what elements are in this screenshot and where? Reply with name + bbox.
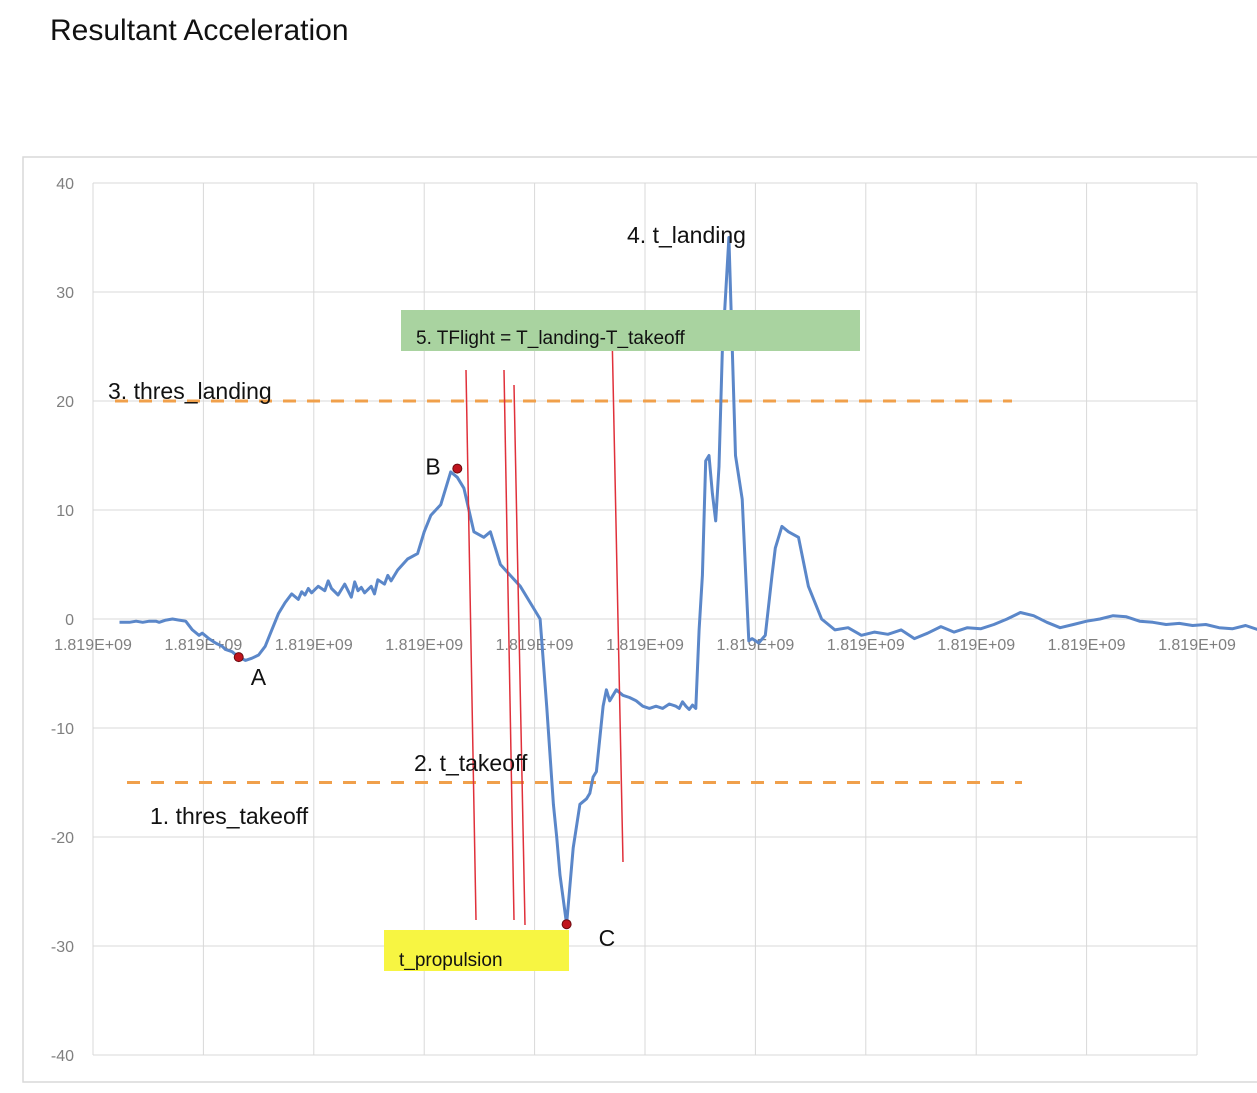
point-marker-c [561,919,572,930]
x-tick-label: 1.819E+09 [275,637,353,654]
x-tick-label: 1.819E+09 [716,637,794,654]
point-label-c: C [599,925,616,951]
y-tick-label: -40 [51,1048,74,1065]
y-axis-ticks: 40 30 20 10 0 -10 -20 -30 -40 [51,176,74,1065]
tflight-box [401,310,860,351]
t-landing-label: 4. t_landing [627,222,746,248]
x-tick-label: 1.819E+09 [54,637,132,654]
x-tick-label: 1.819E+09 [164,637,242,654]
t-propulsion-label: t_propulsion [399,950,503,971]
y-tick-label: -20 [51,830,74,847]
x-tick-label: 1.819E+09 [496,637,574,654]
t-propulsion-box [384,930,569,971]
page-title: Resultant Acceleration [50,14,349,47]
x-tick-label: 1.819E+09 [606,637,684,654]
series-layer [119,236,1257,926]
thres-landing-label: 3. thres_landing [108,378,272,404]
series-line [119,236,1257,926]
thres-takeoff-label: 1. thres_takeoff [150,803,309,829]
y-tick-label: 30 [56,285,74,302]
tflight-label: 5. TFlight = T_landing-T_takeoff [416,328,686,349]
x-tick-label: 1.819E+09 [1158,637,1236,654]
marker-line-2 [503,369,515,921]
x-tick-label: 1.819E+09 [937,637,1015,654]
x-tick-label: 1.819E+09 [827,637,905,654]
point-label-b: B [425,454,440,480]
y-tick-label: 40 [56,176,74,193]
point-marker-a [233,652,244,663]
marker-line-1 [465,369,477,921]
marker-line-3 [513,384,526,926]
y-tick-label: -10 [51,721,74,738]
t-takeoff-label: 2. t_takeoff [414,750,528,776]
marked-points: A B C [233,454,616,951]
threshold-lines [115,399,1022,784]
x-axis-ticks: 1.819E+09 1.819E+09 1.819E+09 1.819E+09 1.81… [54,637,1236,654]
marker-line-4 [611,329,624,863]
y-tick-label: 0 [65,612,74,629]
point-marker-b [452,463,463,474]
point-label-a: A [251,664,267,690]
x-tick-label: 1.819E+09 [385,637,463,654]
y-tick-label: 20 [56,394,74,411]
y-tick-label: 10 [56,503,74,520]
y-tick-label: -30 [51,939,74,956]
x-tick-label: 1.819E+09 [1048,637,1126,654]
marker-lines [465,329,624,926]
